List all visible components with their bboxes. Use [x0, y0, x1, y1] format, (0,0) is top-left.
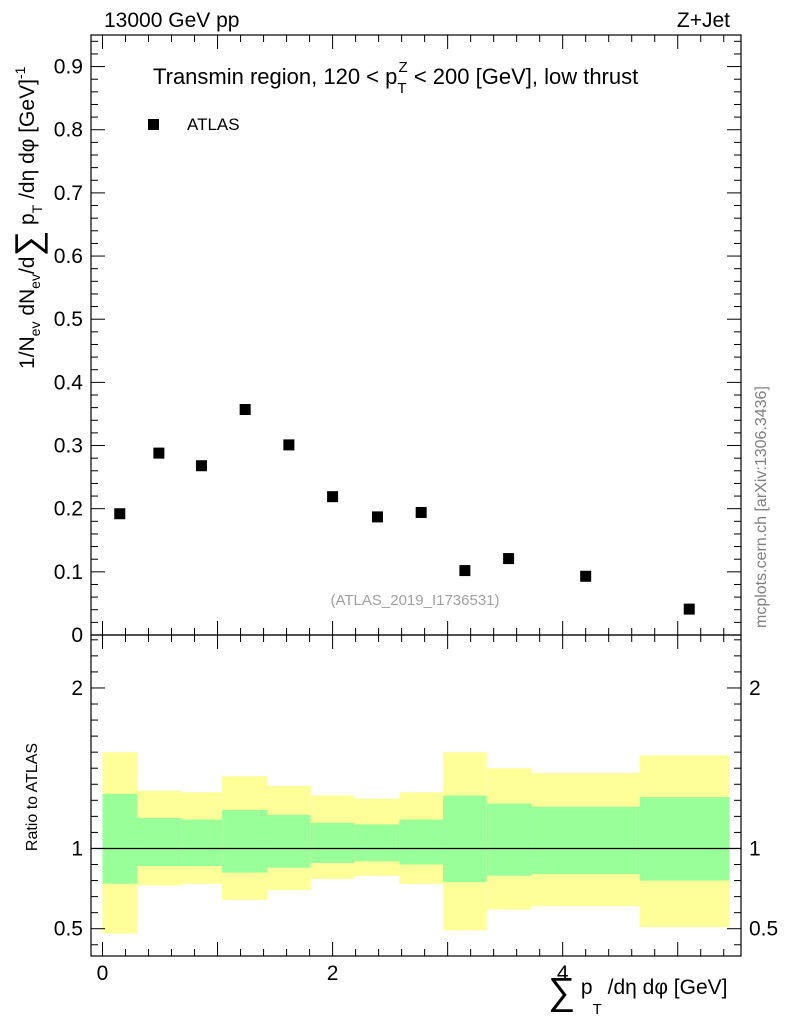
main-y-tick-label: 0.9	[54, 56, 83, 79]
main-y-tick-label: 0	[71, 624, 83, 647]
main-y-tick-label: 0.1	[54, 561, 83, 584]
ratio-band-inner-9	[486, 803, 532, 876]
ratio-bands	[102, 752, 730, 934]
side-label: mcplots.cern.ch [arXiv:1306.3436]	[753, 386, 770, 628]
ratio-y-tick-label-right: 0.5	[749, 918, 778, 941]
atlas-data-points	[114, 404, 695, 615]
analysis-watermark: (ATLAS_2019_I1736531)	[330, 592, 499, 609]
axis-ticks: 0 0.1 0.2 0.3 0.4 0.5 0.6 0.7 0.8 0.9 0.5 0.5 1 1 2 2 0 2…	[54, 35, 778, 985]
ratio-y-tick-label: 0.5	[54, 918, 83, 941]
legend-label-atlas: ATLAS	[187, 115, 240, 134]
main-y-axis-label: 1/Nev dNev/d∑ pT /dη dφ [GeV]-1	[7, 66, 48, 369]
header-right: Z+Jet	[677, 9, 730, 32]
ratio-y-tick-label-right: 2	[749, 677, 761, 700]
ratio-band-inner-4	[267, 814, 311, 868]
ratio-band-inner-1	[137, 817, 182, 867]
main-y-tick-label: 0.3	[54, 435, 83, 458]
atlas-point	[327, 491, 339, 503]
atlas-point	[239, 404, 251, 416]
ratio-band-inner-7	[399, 819, 444, 865]
main-y-tick-label: 0.6	[54, 245, 83, 268]
atlas-point	[114, 508, 126, 520]
atlas-point	[415, 506, 427, 518]
main-y-tick-label: 0.2	[54, 498, 83, 521]
ratio-y-tick-label: 1	[71, 837, 83, 860]
ratio-band-inner-3	[222, 809, 268, 873]
header-left: 13000 GeV pp	[104, 9, 239, 32]
ratio-band-inner-8	[443, 795, 487, 883]
main-y-tick-label: 0.4	[54, 371, 84, 394]
ratio-band-inner-11	[639, 797, 730, 881]
main-y-tick-label: 0.7	[54, 182, 83, 205]
ratio-y-tick-label: 2	[71, 677, 83, 700]
atlas-point	[503, 553, 515, 565]
atlas-point	[371, 511, 383, 523]
ratio-band-inner-0	[102, 793, 138, 884]
x-axis-label: ∑ pT /dη dφ [GeV]	[548, 971, 727, 1018]
legend-marker-atlas	[148, 119, 159, 130]
x-tick-label: 0	[97, 962, 109, 985]
ratio-frame	[90, 634, 742, 957]
main-title: Transmin region, 120 < pTZ < 200 [GeV], …	[153, 59, 638, 97]
atlas-point	[580, 570, 592, 582]
atlas-point	[283, 439, 295, 451]
ratio-y-tick-label-right: 1	[749, 837, 761, 860]
x-tick-label: 2	[327, 962, 339, 985]
main-y-tick-label: 0.5	[54, 308, 83, 331]
ratio-band-inner-6	[354, 824, 400, 862]
atlas-point	[195, 460, 207, 472]
main-y-tick-label: 0.8	[54, 119, 83, 142]
ratio-y-axis-label: Ratio to ATLAS	[24, 743, 41, 851]
ratio-band-inner-5	[310, 822, 355, 863]
atlas-point	[459, 565, 471, 577]
atlas-point	[153, 447, 165, 459]
atlas-point	[683, 603, 695, 615]
ratio-band-inner-10	[531, 806, 640, 875]
ratio-band-inner-2	[181, 819, 223, 867]
x-tick-label: 4	[557, 962, 569, 985]
